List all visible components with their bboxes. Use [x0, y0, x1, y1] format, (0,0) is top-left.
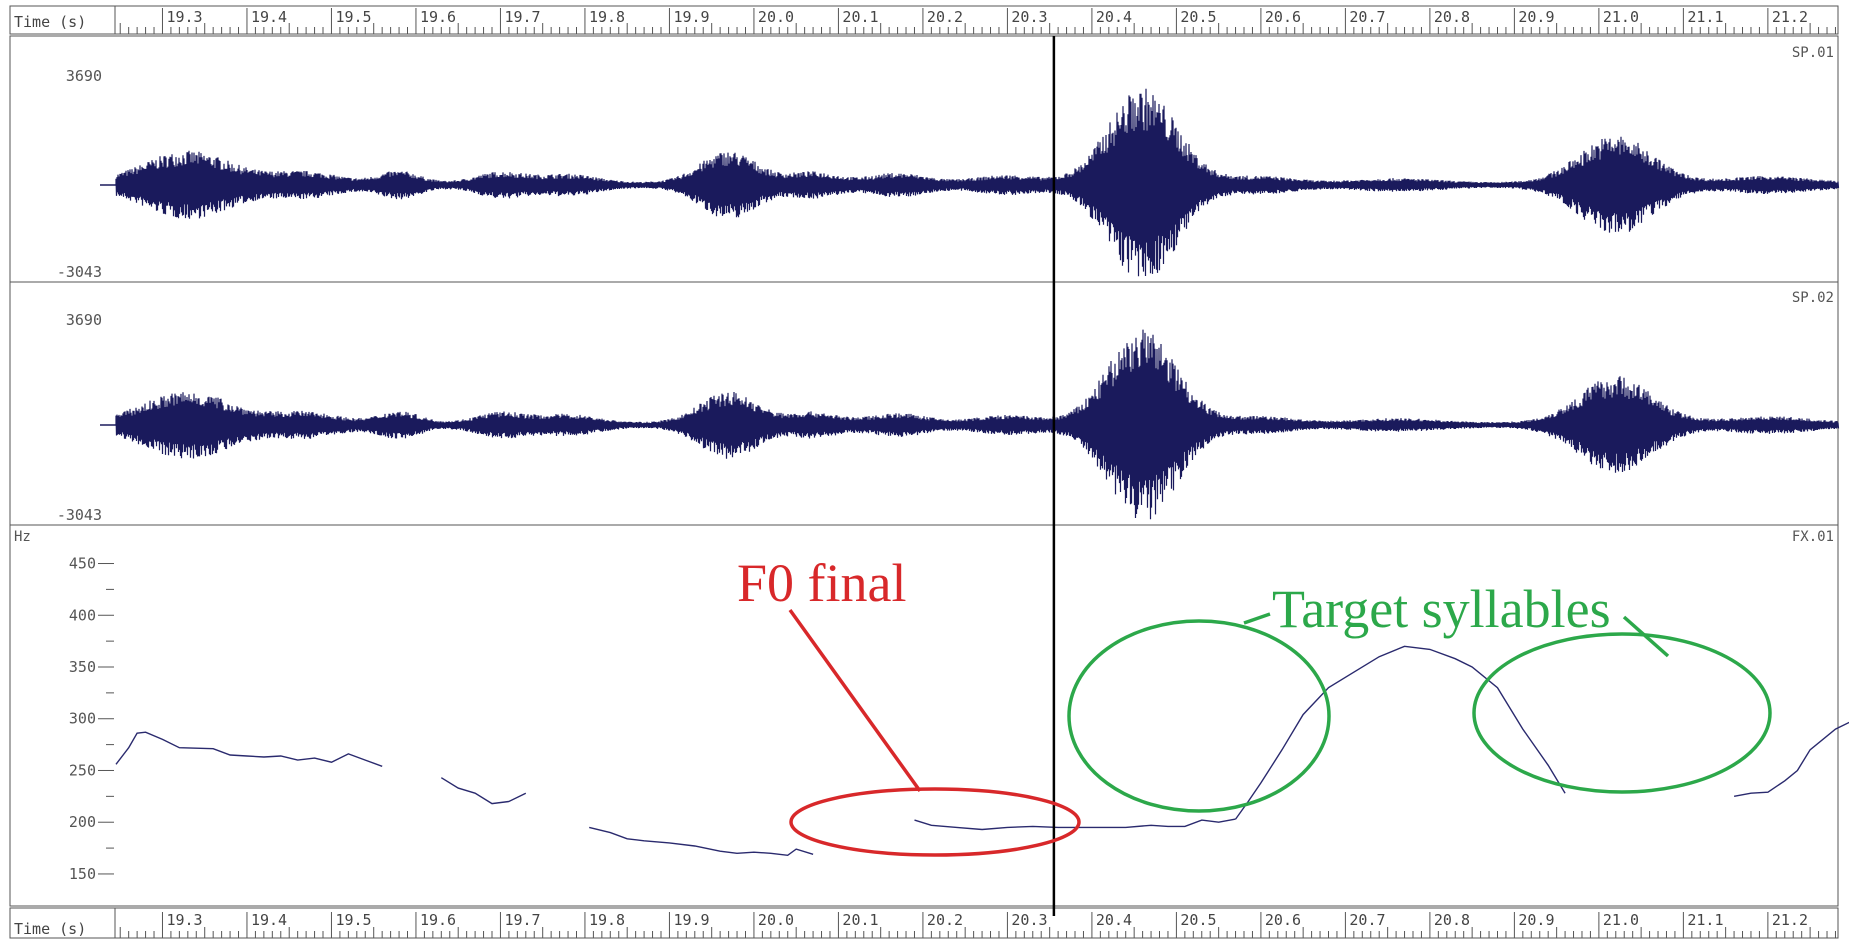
time-axis-bottom[interactable]: Time (s) 19.3 19.4 19.5 19.6 19.7 19.8 19.9 20.… — [9, 907, 1839, 939]
time-axis-top-tick-label: 20.9 — [1518, 8, 1554, 26]
time-axis-bottom-tick-label: 21.1 — [1687, 911, 1723, 929]
sp02-frame — [9, 281, 1839, 526]
time-axis-top-tick-label: 19.4 — [251, 8, 287, 26]
time-axis-bottom-tick-label: 19.6 — [420, 911, 456, 929]
time-axis-bottom-tick-label: 20.3 — [1011, 911, 1047, 929]
time-axis-bottom-tick-label: 20.8 — [1434, 911, 1470, 929]
sp02-waveform — [115, 329, 1840, 520]
f0-final-pointer — [788, 608, 922, 793]
f0-contour-segment-3 — [589, 826, 814, 857]
time-axis-bottom-tick-label: 20.7 — [1349, 911, 1385, 929]
time-axis-top-tick-label: 19.5 — [335, 8, 371, 26]
target-syllables-pointer-2 — [1622, 615, 1670, 658]
time-axis-top-tick-label: 20.6 — [1265, 8, 1301, 26]
f0-contour-segment-1 — [115, 731, 383, 767]
fx01-y-tick-label: 150 — [69, 865, 96, 883]
f0-contour-segment-5 — [1235, 645, 1566, 820]
time-axis-top-tick-label: 19.9 — [673, 8, 709, 26]
time-axis-bottom-tick-label: 20.4 — [1096, 911, 1132, 929]
time-axis-top-tick-label: 20.8 — [1434, 8, 1470, 26]
sp01-frame — [9, 35, 1839, 283]
fx01-y-tick-label: 300 — [69, 710, 96, 728]
time-axis-top-tick-label: 19.3 — [166, 8, 202, 26]
time-axis-top-tick-label: 21.1 — [1687, 8, 1723, 26]
sp02-ymin-label: -3043 — [57, 506, 102, 524]
f0-contour-segment-4 — [914, 818, 1236, 831]
time-axis-top-tick-label: 20.7 — [1349, 8, 1385, 26]
fx01-unit-label: Hz — [14, 529, 31, 545]
time-axis-top-tick-label: 19.8 — [589, 8, 625, 26]
fx01-y-tick-label: 350 — [69, 658, 96, 676]
time-axis-top-label: Time (s) — [14, 13, 86, 31]
fx01-frame — [9, 524, 1839, 907]
target-syllables-label: Target syllables — [1272, 579, 1611, 639]
time-axis-top-tick-label: 21.2 — [1772, 8, 1808, 26]
time-axis-top[interactable]: Time (s) 19.3 19.4 19.5 19.6 19.7 19.8 19.9 20.… — [9, 5, 1839, 35]
fx01-y-axis: 450 400 350 300 250 200 150 — [69, 555, 114, 883]
sp02-channel-label: SP.02 — [1792, 290, 1834, 306]
fx01-y-tick-label: 200 — [69, 813, 96, 831]
sp01-ymax-label: 3690 — [66, 67, 102, 85]
time-axis-bottom-tick-label: 21.0 — [1603, 911, 1639, 929]
waveform-panel-sp01[interactable]: SP.01 3690 -3043 — [9, 35, 1840, 283]
fx01-channel-label: FX.01 — [1792, 529, 1834, 545]
sp01-waveform — [115, 88, 1840, 277]
sp01-channel-label: SP.01 — [1792, 45, 1834, 61]
f0-final-ellipse — [789, 787, 1081, 857]
time-axis-top-tick-label: 21.0 — [1603, 8, 1639, 26]
time-axis-bottom-tick-label: 20.1 — [842, 911, 878, 929]
time-axis-bottom-tick-label: 19.7 — [504, 911, 540, 929]
time-axis-top-tick-label: 19.7 — [504, 8, 540, 26]
f0-contour-segment-2 — [440, 777, 527, 805]
time-axis-bottom-tick-label: 20.6 — [1265, 911, 1301, 929]
time-axis-top-ticks: 19.3 19.4 19.5 19.6 19.7 19.8 19.9 20.0 20.1 20.2… — [119, 8, 1836, 34]
target-syllables-pointer-1 — [1243, 612, 1271, 625]
time-axis-bottom-ticks: 19.3 19.4 19.5 19.6 19.7 19.8 19.9 20.0 20.1 20.2… — [119, 911, 1836, 938]
f0-contour-group — [115, 645, 1849, 857]
fx01-y-tick-label: 250 — [69, 761, 96, 779]
f0-final-label: F0 final — [737, 553, 907, 613]
time-axis-bottom-tick-label: 20.5 — [1180, 911, 1216, 929]
f0-final-annotation: F0 final — [737, 553, 1081, 857]
time-axis-bottom-tick-label: 19.5 — [335, 911, 371, 929]
f0-panel-fx01[interactable]: Hz FX.01 450 400 350 300 250 200 150 — [9, 524, 1849, 907]
sp01-ymin-label: -3043 — [57, 263, 102, 281]
time-axis-top-tick-label: 20.3 — [1011, 8, 1047, 26]
time-axis-bottom-tick-label: 21.2 — [1772, 911, 1808, 929]
time-axis-top-tick-label: 19.6 — [420, 8, 456, 26]
f0-contour-segment-6 — [1733, 721, 1849, 797]
time-axis-bottom-tick-label: 19.4 — [251, 911, 287, 929]
time-axis-bottom-tick-label: 19.9 — [673, 911, 709, 929]
time-axis-top-tick-label: 20.0 — [758, 8, 794, 26]
waveform-panel-sp02[interactable]: SP.02 3690 -3043 — [9, 281, 1840, 526]
time-axis-bottom-tick-label: 19.3 — [166, 911, 202, 929]
time-axis-bottom-tick-label: 20.2 — [927, 911, 963, 929]
fx01-y-tick-label: 400 — [69, 606, 96, 624]
time-axis-top-tick-label: 20.5 — [1180, 8, 1216, 26]
time-axis-bottom-tick-label: 20.0 — [758, 911, 794, 929]
time-axis-bottom-tick-label: 20.9 — [1518, 911, 1554, 929]
fx01-y-tick-label: 450 — [69, 555, 96, 573]
time-axis-top-tick-label: 20.4 — [1096, 8, 1132, 26]
target-syllable-2-ellipse — [1472, 632, 1772, 794]
time-axis-top-tick-label: 20.1 — [842, 8, 878, 26]
target-syllable-1-ellipse — [1067, 619, 1331, 813]
time-axis-bottom-label: Time (s) — [14, 920, 86, 938]
target-syllables-annotation: Target syllables — [1067, 579, 1772, 813]
sp02-ymax-label: 3690 — [66, 311, 102, 329]
time-axis-top-tick-label: 20.2 — [927, 8, 963, 26]
time-axis-bottom-tick-label: 19.8 — [589, 911, 625, 929]
